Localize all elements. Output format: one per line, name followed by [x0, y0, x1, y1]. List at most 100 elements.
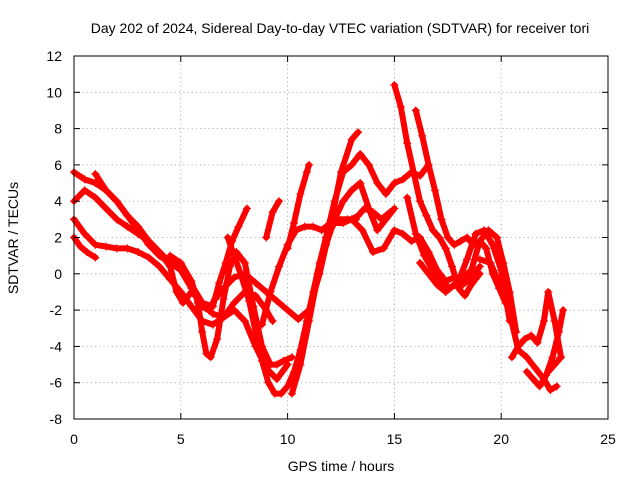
data-point — [443, 233, 452, 242]
x-tick-label: 0 — [70, 431, 78, 447]
data-point — [403, 139, 412, 148]
data-point — [304, 306, 313, 315]
x-tick-label: 10 — [280, 431, 296, 447]
data-point — [198, 298, 207, 307]
data-point — [215, 278, 224, 287]
data-point — [475, 269, 484, 278]
data-point — [533, 338, 542, 347]
data-point — [339, 197, 348, 206]
data-point — [272, 360, 281, 369]
series-trace — [476, 256, 560, 393]
y-tick-label: 0 — [54, 266, 62, 282]
data-point — [290, 218, 299, 227]
data-point — [381, 215, 390, 224]
series-14 — [390, 81, 484, 300]
data-point — [272, 375, 281, 384]
data-point — [488, 240, 497, 249]
data-point — [548, 353, 557, 362]
data-point — [347, 160, 356, 169]
data-point — [206, 353, 215, 362]
data-point — [208, 320, 217, 329]
data-point — [435, 233, 444, 242]
data-point — [546, 385, 555, 394]
data-point — [430, 186, 439, 195]
data-point — [424, 269, 433, 278]
data-point — [531, 364, 540, 373]
data-point — [450, 240, 459, 249]
data-point — [257, 320, 266, 329]
data-point — [422, 211, 431, 220]
data-point — [424, 160, 433, 169]
data-point — [80, 175, 89, 184]
series-trace — [314, 180, 398, 277]
data-point — [80, 186, 89, 195]
data-point — [230, 251, 239, 260]
data-point — [187, 277, 196, 286]
data-point — [221, 258, 230, 267]
data-point — [390, 226, 399, 235]
series-8 — [262, 197, 284, 242]
data-point — [529, 375, 538, 384]
data-point — [283, 382, 292, 391]
series-trace — [284, 161, 312, 252]
data-point — [300, 222, 309, 231]
data-point — [264, 378, 273, 387]
data-point — [337, 168, 345, 177]
data-point — [527, 331, 536, 340]
data-point — [82, 248, 91, 257]
data-point — [463, 233, 472, 242]
y-tick-label: 8 — [54, 121, 62, 137]
data-point — [91, 253, 100, 262]
y-tick-label: 10 — [46, 84, 62, 100]
data-point — [364, 160, 373, 169]
data-point — [234, 222, 243, 231]
series-21 — [544, 353, 566, 376]
data-point — [102, 204, 111, 213]
series-trace — [391, 82, 483, 299]
data-point — [396, 102, 405, 111]
data-point — [144, 237, 153, 246]
data-point — [557, 353, 566, 362]
data-point — [369, 248, 378, 257]
data-point — [416, 197, 425, 206]
data-point — [304, 316, 313, 325]
data-point — [296, 189, 305, 198]
data-point — [213, 335, 222, 344]
data-point — [198, 327, 207, 336]
data-point — [379, 244, 388, 253]
data-point — [134, 248, 143, 257]
data-point — [287, 389, 296, 398]
data-point — [166, 251, 175, 260]
data-point — [223, 233, 232, 242]
data-point — [208, 302, 217, 311]
data-point — [505, 287, 514, 296]
series-12 — [313, 179, 399, 278]
data-point — [317, 226, 326, 235]
data-point — [411, 229, 420, 238]
grid — [74, 56, 608, 419]
data-point — [550, 360, 559, 369]
data-point — [112, 215, 121, 224]
data-point — [475, 262, 484, 271]
data-point — [460, 291, 469, 300]
data-point — [428, 266, 437, 275]
data-point — [364, 204, 373, 213]
data-point — [236, 269, 245, 278]
data-point — [373, 179, 382, 188]
data-point — [240, 316, 249, 325]
y-tick-label: -8 — [50, 411, 63, 427]
data-point — [416, 258, 425, 267]
data-point — [373, 226, 382, 235]
data-point — [484, 226, 493, 235]
data-point — [456, 237, 465, 246]
data-point — [268, 208, 277, 217]
series-9 — [283, 160, 313, 253]
series-5 — [91, 169, 252, 311]
data-point — [279, 356, 288, 365]
data-point — [554, 327, 563, 336]
data-point — [283, 306, 292, 315]
data-point — [437, 215, 446, 224]
data-point — [187, 302, 196, 311]
data-point — [398, 175, 407, 184]
